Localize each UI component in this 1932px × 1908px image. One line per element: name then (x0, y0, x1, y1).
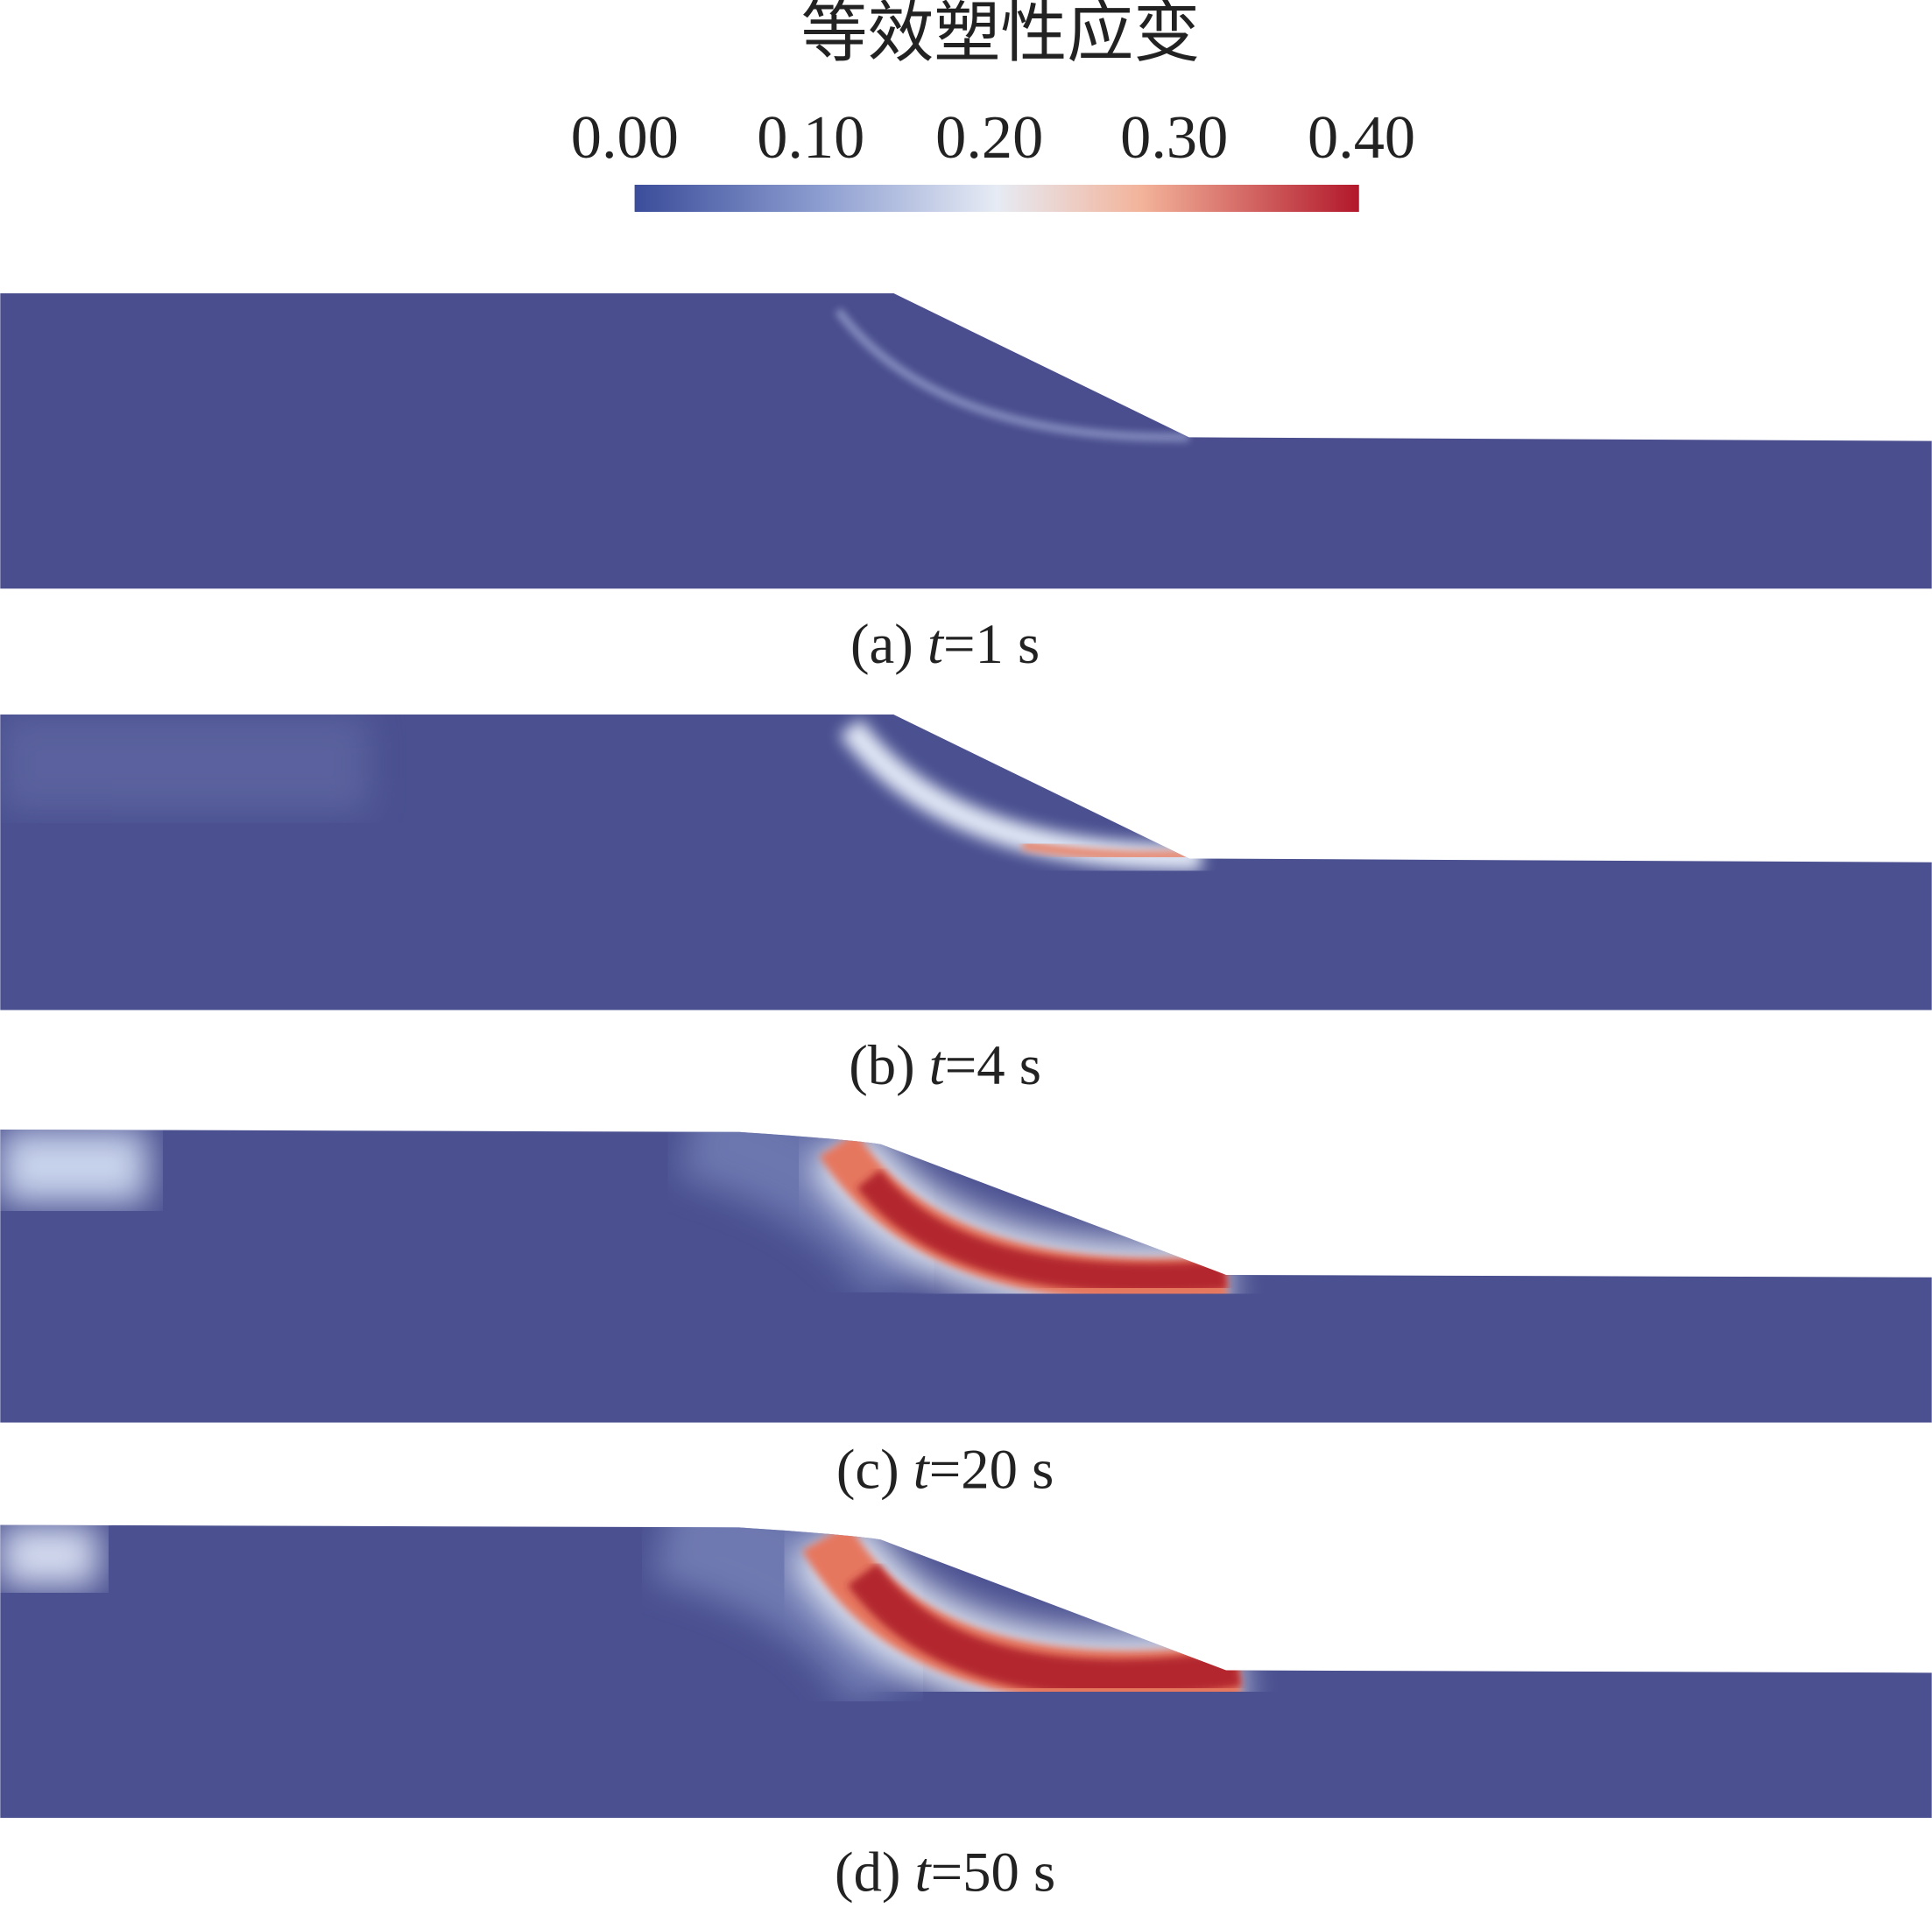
caption-prefix: (c) (836, 1437, 899, 1500)
colorbar-tick: 0.10 (757, 103, 864, 172)
caption-prefix: (a) (850, 612, 913, 675)
colorbar (634, 185, 1359, 212)
colorbar-tick: 0.00 (571, 103, 679, 172)
caption-variable: t (927, 612, 945, 675)
caption-rest: =50 s (931, 1840, 1056, 1903)
panel-d (0, 1524, 1932, 1819)
caption-variable: t (929, 1033, 947, 1096)
caption-rest: =1 s (943, 612, 1040, 675)
panel-caption: (a) t=1 s (850, 612, 1040, 675)
colorbar-title: 等效塑性应变 (801, 0, 1201, 70)
caption-variable: t (915, 1840, 933, 1903)
panel-caption: (c) t=20 s (836, 1437, 1054, 1500)
caption-variable: t (913, 1437, 931, 1500)
panel-caption: (b) t=4 s (849, 1033, 1041, 1096)
panel-caption: (d) t=50 s (835, 1840, 1055, 1903)
panel-a (0, 292, 1932, 589)
panel-c (0, 1129, 1932, 1423)
colorbar-tick: 0.20 (935, 103, 1043, 172)
caption-rest: =4 s (945, 1033, 1041, 1096)
colorbar-tick: 0.40 (1308, 103, 1415, 172)
caption-prefix: (d) (835, 1840, 900, 1903)
panel-b (0, 714, 1932, 1010)
colorbar-tick: 0.30 (1120, 103, 1228, 172)
caption-prefix: (b) (849, 1033, 914, 1096)
caption-rest: =20 s (929, 1437, 1054, 1500)
